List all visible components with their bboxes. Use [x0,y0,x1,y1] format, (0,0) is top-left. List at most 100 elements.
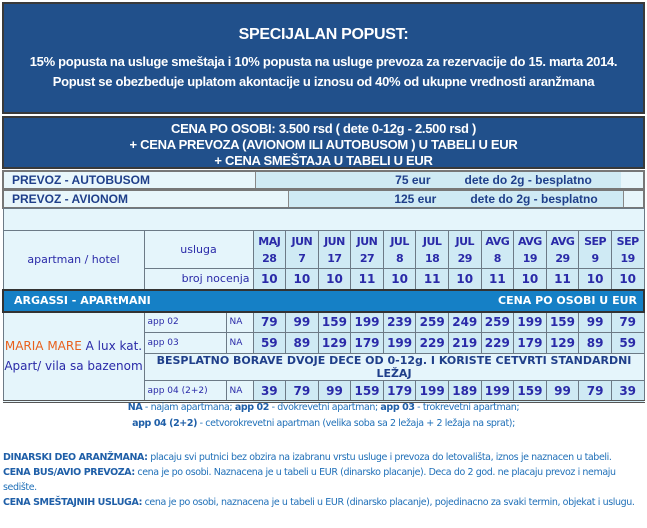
price-line: CENA PO OSOBI: 3.500 rsd ( dete 0-12g - … [171,121,476,136]
note-text: placaju svi putnici bez obzira na izabra… [147,452,612,463]
date-day: 8 [396,251,404,265]
date-header: JUN 27 [350,230,384,269]
price-cell: 159 [317,311,352,333]
note-text: - najam apartmana; [142,402,235,413]
price-cell: 89 [578,332,612,354]
note-key: DINARSKI DEO ARANŽMANA: [3,452,148,463]
hotel-name: MARIA MARE [4,339,82,354]
date-day: 27 [359,251,375,265]
notes: NA - najam apartmana; app 02 - dvokrevet… [0,400,647,510]
price-cell: 199 [382,332,417,354]
child-note: dete do 2g - besplatno [470,192,598,206]
nights-value: 11 [350,268,384,290]
price-cell: 59 [610,332,645,354]
date-month: SEP [616,234,639,248]
price-cell: 79 [578,380,612,402]
note-key: NA [127,402,143,413]
nights-value: 10 [447,268,482,290]
date-day: 19 [522,251,538,265]
date-header: JUL 29 [447,230,482,269]
price-cell: 259 [480,311,515,333]
nights-value: 10 [513,268,547,290]
price-cell: 99 [545,380,580,402]
price-cell: 79 [610,311,645,333]
nights-value: 10 [578,268,612,290]
hotel-name-cell: MARIA MARE A lux kat. Apart/ vila sa baze… [2,311,145,402]
date-month: AVG [485,234,510,248]
note-text: cena je po osobi, naznacena je u tabeli … [141,497,635,508]
price-cell: 179 [350,332,384,354]
price-cell: 229 [415,332,449,354]
hotel-desc: Apart/ vila sa bazenom [4,359,143,374]
price-cell: 129 [545,332,580,354]
date-header: JUN 7 [285,230,319,269]
na-label: NA [225,332,254,354]
section-note: CENA PO OSOBI U EUR [415,288,646,313]
na-label: NA [225,311,254,333]
date-header: SEP 19 [610,230,645,269]
price-cell: 179 [382,380,417,402]
table-row: app 04 (2+2) NA 39 79 99 159 179 199 189 199 159 99… [3,380,645,402]
nights-value: 11 [415,268,449,290]
child-note: dete do 2g - besplatno [464,173,592,187]
service-name: app 04 (2+2) [143,380,227,402]
note-key: app 02 [234,402,270,413]
table-row: MARIA MARE A lux kat. Apart/ vila sa baze… [2,311,645,402]
date-day: 19 [620,251,636,265]
note-key: CENA BUS/AVIO PREVOZA: [3,467,135,478]
price-cell: 259 [415,311,449,333]
date-header: JUL 18 [415,230,449,269]
col-service: usluga [143,230,254,269]
na-label: NA [225,380,254,402]
price-table: apartman / hotel usluga MAJ 28 JUN 7 JUN 17 JUN 2… [2,208,646,403]
price-cell: 89 [285,332,319,354]
date-month: AVG [550,234,575,248]
price-line: + CENA SMEŠTAJA U TABELI U EUR [214,153,433,168]
price-cell: 179 [513,332,547,354]
price-cell: 159 [350,380,384,402]
price-cell: 219 [447,332,482,354]
promo-line: 15% popusta na usluge smeštaja i 10% pop… [29,54,618,69]
price-cell: 249 [447,311,482,333]
date-header: AVG 29 [545,230,580,269]
promo-banner: SPECIJALAN POPUST: 15% popusta na usluge… [2,2,645,114]
price-cell: 99 [578,311,612,333]
date-month: JUL [390,234,409,248]
note-text: - cetvorokrevetni apartman (velika soba … [197,418,516,429]
date-month: JUN [291,234,313,248]
transport-price: 125 eur dete do 2g - besplatno [289,191,624,207]
col-hotel: apartman / hotel [2,230,145,290]
price-cell: 39 [610,380,645,402]
price-cell: 129 [317,332,352,354]
transport-price: 75 eur dete do 2g - besplatno [256,172,621,188]
nights-value: 11 [545,268,580,290]
date-day: 17 [327,251,342,265]
nights-value: 11 [480,268,515,290]
nights-value: 10 [252,268,287,290]
free-children-note: BESPLATNO BORAVE DVOJE DECE OD 0-12g. I … [143,353,645,381]
transport-label: PREVOZ - AVIONOM [4,191,289,207]
date-header: MAJ 28 [252,230,287,269]
price-cell: 159 [513,380,547,402]
nights-value: 10 [317,268,352,290]
date-header: AVG 19 [513,230,547,269]
promo-line: Popust se obezbeduje uplatom akontacije … [52,74,595,89]
spacer-row [2,208,645,231]
price-cell: 199 [513,311,547,333]
price-cell: 79 [252,311,287,333]
nights-value: 10 [382,268,417,290]
date-month: JUL [422,234,442,248]
nights-value: 10 [610,268,645,290]
date-day: 8 [493,251,502,265]
date-day: 29 [555,251,570,265]
price-cell: 79 [285,380,319,402]
note-key: app 03 [380,402,415,413]
date-header: AVG 8 [480,230,515,269]
price-cell: 239 [382,311,417,333]
date-month: JUN [356,234,378,248]
service-name: app 03 [143,332,227,354]
note-text: - dvokrevetni apartman; [268,402,381,413]
promo-title: SPECIJALAN POPUST: [238,26,409,43]
note-key: app 04 (2+2) [132,418,198,429]
price-cell: 199 [415,380,449,402]
